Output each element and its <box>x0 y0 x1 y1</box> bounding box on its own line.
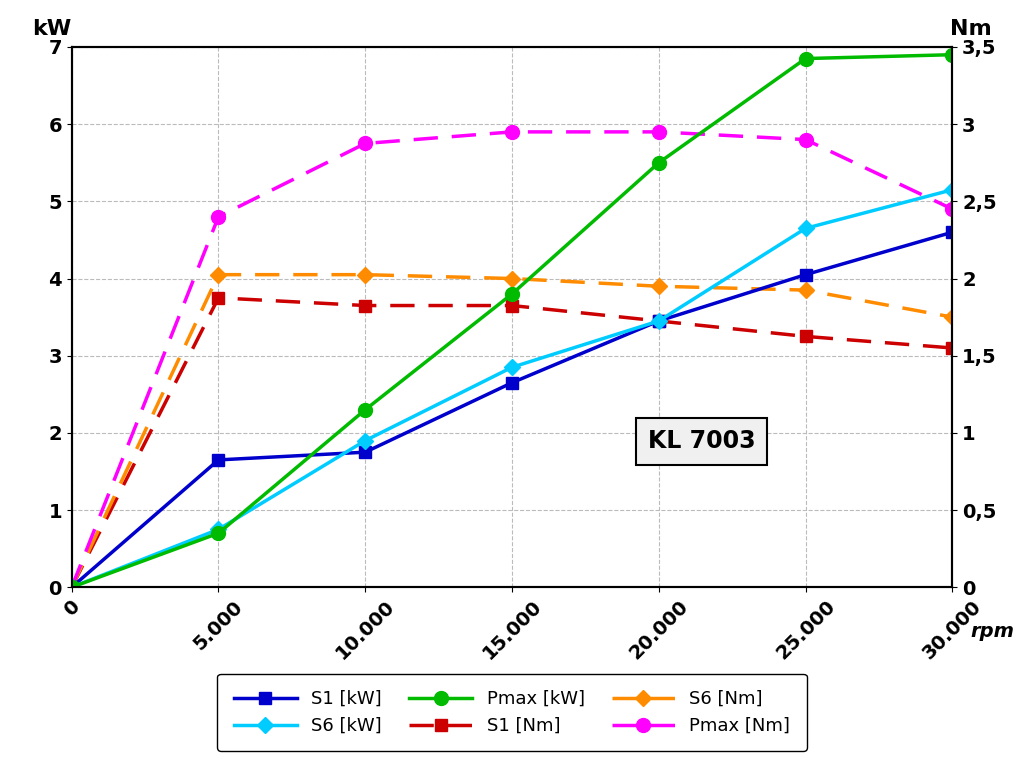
Text: kW: kW <box>32 19 72 39</box>
Text: KL 7003: KL 7003 <box>647 429 755 453</box>
Legend: S1 [kW], S6 [kW], Pmax [kW], S1 [Nm], S6 [Nm], Pmax [Nm]: S1 [kW], S6 [kW], Pmax [kW], S1 [Nm], S6… <box>217 673 807 751</box>
Text: Nm: Nm <box>950 19 992 39</box>
Text: rpm: rpm <box>970 622 1014 641</box>
